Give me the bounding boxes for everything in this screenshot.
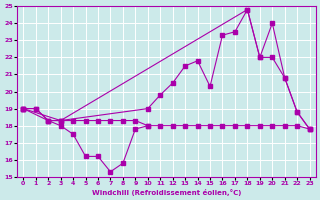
X-axis label: Windchill (Refroidissement éolien,°C): Windchill (Refroidissement éolien,°C) (92, 189, 241, 196)
